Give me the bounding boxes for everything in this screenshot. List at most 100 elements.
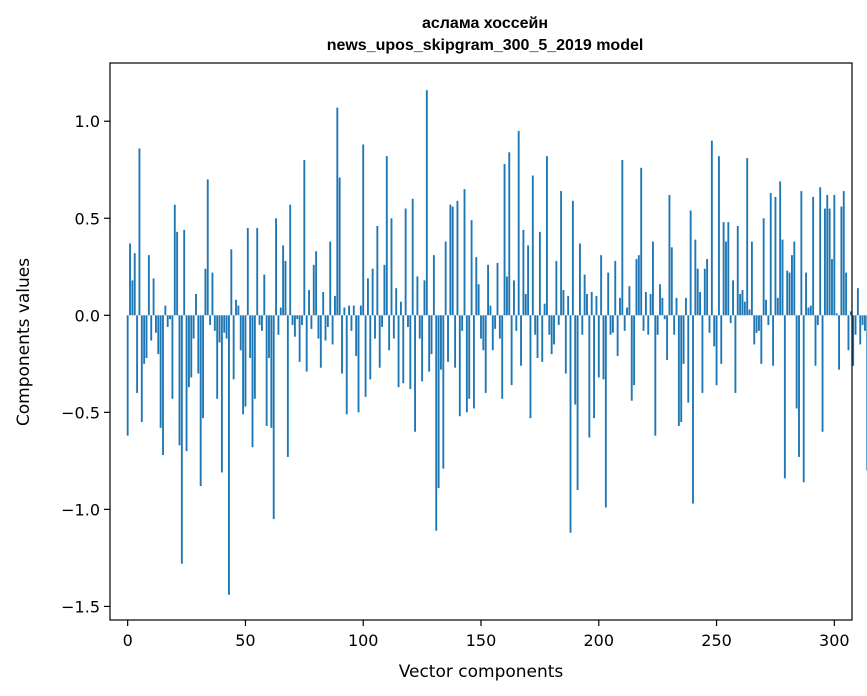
- bars-group: [126, 90, 867, 595]
- y-tick-label: 1.0: [75, 112, 100, 131]
- bar-275: [774, 196, 777, 316]
- chart-subtitle: news_upos_skipgram_300_5_2019 model: [327, 37, 644, 54]
- bar-148: [475, 257, 478, 316]
- bar-286: [800, 191, 803, 316]
- bar-149: [477, 284, 480, 316]
- bar-194: [583, 274, 586, 316]
- bar-131: [435, 315, 438, 531]
- bar-161: [505, 276, 508, 316]
- bar-79: [312, 264, 315, 316]
- bar-222: [649, 293, 652, 316]
- bar-92: [343, 307, 346, 316]
- bar-175: [538, 231, 541, 316]
- bar-250: [715, 315, 718, 386]
- bar-211: [623, 315, 626, 331]
- bar-232: [673, 315, 676, 335]
- bar-293: [816, 315, 819, 325]
- bar-306: [847, 315, 850, 351]
- bar-267: [755, 315, 758, 333]
- bar-272: [767, 315, 770, 325]
- bar-77: [308, 290, 310, 316]
- bar-229: [666, 315, 669, 360]
- bar-172: [531, 175, 534, 316]
- bar-285: [798, 315, 800, 457]
- x-tick-label: 300: [819, 631, 850, 650]
- bar-165: [515, 315, 518, 331]
- bar-284: [795, 315, 798, 409]
- bar-210: [621, 160, 624, 316]
- bar-88: [334, 295, 336, 316]
- bar-237: [684, 297, 687, 316]
- bar-146: [470, 220, 473, 316]
- bar-242: [696, 268, 699, 316]
- bar-16: [164, 305, 167, 316]
- bar-122: [414, 315, 416, 432]
- bar-217: [637, 255, 640, 316]
- bar-98: [357, 315, 360, 413]
- bar-37: [213, 315, 216, 331]
- bar-46: [235, 299, 237, 316]
- bar-26: [187, 315, 190, 388]
- bar-117: [402, 315, 405, 384]
- bar-269: [760, 315, 763, 364]
- bar-21: [176, 231, 179, 316]
- bar-160: [503, 163, 506, 316]
- bar-89: [336, 107, 339, 316]
- bar-166: [517, 130, 520, 316]
- bar-119: [407, 315, 409, 327]
- bar-246: [706, 259, 709, 316]
- bar-227: [661, 297, 664, 316]
- bar-2: [131, 280, 134, 316]
- bar-56: [258, 315, 261, 325]
- bar-8: [145, 315, 148, 358]
- bar-73: [298, 315, 301, 362]
- bar-193: [581, 315, 584, 335]
- bar-49: [242, 315, 245, 415]
- bar-15: [162, 315, 164, 456]
- bar-28: [192, 315, 195, 339]
- bar-162: [508, 152, 511, 316]
- bar-101: [364, 315, 367, 397]
- bar-107: [378, 315, 381, 368]
- bar-168: [522, 229, 525, 316]
- bar-260: [739, 293, 742, 316]
- bar-133: [440, 315, 442, 370]
- bar-247: [708, 315, 711, 333]
- bar-264: [748, 309, 751, 316]
- bar-277: [779, 181, 782, 316]
- bar-78: [310, 315, 313, 329]
- x-tick-label: 50: [235, 631, 255, 650]
- bar-214: [630, 315, 633, 401]
- bar-235: [680, 315, 683, 423]
- bar-203: [604, 315, 607, 508]
- bar-195: [586, 293, 588, 316]
- bar-71: [293, 315, 296, 337]
- bar-292: [814, 315, 817, 366]
- bar-296: [823, 208, 826, 316]
- bar-137: [449, 204, 452, 316]
- bar-216: [635, 259, 638, 316]
- bar-95: [350, 315, 353, 331]
- bar-90: [338, 177, 341, 316]
- bar-163: [510, 315, 513, 386]
- bar-186: [564, 315, 567, 374]
- bar-105: [374, 315, 376, 339]
- bar-270: [762, 218, 765, 316]
- x-tick-label: 150: [466, 631, 497, 650]
- bar-209: [619, 297, 621, 316]
- bar-59: [265, 315, 268, 426]
- bar-124: [418, 315, 421, 339]
- bar-102: [366, 278, 369, 316]
- bar-135: [444, 241, 447, 316]
- bar-274: [772, 315, 775, 366]
- bar-291: [812, 196, 815, 316]
- bar-243: [699, 292, 701, 316]
- bar-191: [576, 315, 579, 490]
- bar-10: [150, 315, 153, 341]
- bar-156: [494, 315, 497, 329]
- bar-204: [607, 272, 610, 316]
- bar-139: [454, 315, 457, 368]
- bar-157: [496, 262, 499, 316]
- bar-120: [409, 315, 412, 390]
